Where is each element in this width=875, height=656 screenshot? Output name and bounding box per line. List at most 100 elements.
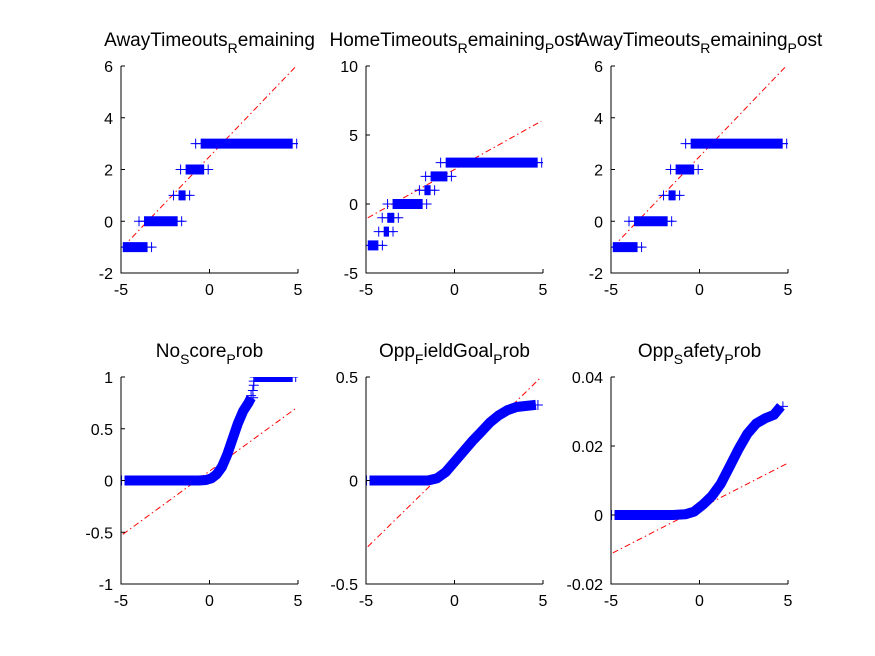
y-tick-label: 4 — [594, 111, 603, 128]
qq-point — [446, 171, 457, 182]
y-tick-label: 6 — [104, 59, 113, 76]
y-tick-label: 0 — [104, 214, 113, 231]
y-tick-label: -1 — [99, 577, 113, 594]
y-tick-label: 1 — [104, 370, 113, 387]
qq-point — [674, 190, 685, 201]
axes-title: AwayTimeoutsRemaining — [104, 30, 315, 56]
y-tick-label: 0.5 — [91, 422, 113, 439]
y-tick-label: -0.5 — [330, 577, 358, 594]
data-layer — [611, 66, 788, 253]
qq-point — [190, 138, 201, 149]
axes-title: NoScoreProb — [156, 341, 263, 367]
x-tick-label: 0 — [695, 282, 704, 299]
y-tick-label: 0 — [594, 508, 603, 525]
qq-point — [532, 399, 543, 410]
qq-point — [377, 240, 388, 251]
qq-point — [421, 199, 432, 209]
y-tick-label: -2 — [589, 266, 603, 283]
qq-point — [168, 190, 179, 201]
qq-point — [429, 185, 440, 196]
x-tick-label: -5 — [114, 593, 128, 610]
axes-layer: -5 0 5 -2 0 2 4 6 AwayTimeoutsRemaining -5 0 5 -5 0 5 1… — [85, 30, 823, 610]
qq-point — [781, 138, 788, 149]
y-tick-label: 2 — [594, 163, 603, 180]
x-tick-label: 5 — [539, 593, 548, 610]
x-tick-label: 5 — [294, 593, 303, 610]
y-tick-label: 10 — [340, 59, 358, 76]
qq-point — [176, 216, 187, 227]
x-tick-label: -5 — [604, 282, 618, 299]
qq-point — [134, 216, 145, 227]
y-tick-label: 0 — [349, 197, 358, 214]
axes-3: -5 0 5 -2 0 2 4 6 AwayTimeoutsRemainingPost — [577, 30, 823, 299]
x-tick-label: 5 — [784, 593, 793, 610]
x-tick-label: 0 — [205, 282, 214, 299]
qq-point — [665, 164, 676, 175]
qq-point — [636, 242, 647, 253]
qq-curve-band — [124, 395, 256, 486]
x-tick-label: -5 — [359, 282, 373, 299]
reference-line — [367, 120, 542, 219]
qq-point — [624, 216, 635, 227]
y-tick-label: -0.5 — [85, 525, 113, 542]
axes-title: HomeTimeoutsRemainingPost — [329, 30, 580, 56]
y-tick-label: 0 — [349, 474, 358, 491]
qq-point — [693, 164, 704, 175]
x-tick-label: 0 — [695, 593, 704, 610]
qq-point — [393, 212, 404, 223]
axes-4: -5 0 5 -1 -0.5 0 0.5 1 NoScoreProb — [85, 341, 302, 610]
y-tick-label: 4 — [104, 111, 113, 128]
data-layer — [121, 66, 298, 253]
qq-point — [246, 390, 257, 401]
axes-6: -5 0 5 -0.02 0 0.02 0.04 OppSafetyProb — [567, 341, 793, 610]
x-tick-label: 5 — [784, 282, 793, 299]
y-tick-label: 0.04 — [572, 370, 603, 387]
qq-point — [247, 385, 258, 396]
axes-2: -5 0 5 -5 0 5 10 HomeTimeoutsRemainingPost — [329, 30, 580, 299]
y-tick-label: 0.5 — [336, 370, 358, 387]
qq-point — [290, 377, 298, 382]
x-tick-label: 0 — [450, 282, 459, 299]
qq-curve-band — [614, 403, 785, 520]
y-tick-label: 0 — [104, 474, 113, 491]
y-tick-label: -5 — [344, 266, 358, 283]
y-tick-label: 2 — [104, 163, 113, 180]
qq-point — [388, 226, 399, 237]
y-tick-label: 0 — [594, 214, 603, 231]
qq-point — [203, 164, 214, 175]
axes-5: -5 0 5 -0.5 0 0.5 OppFieldGoalProb — [330, 341, 547, 610]
qq-point — [435, 157, 446, 168]
qq-point — [414, 185, 425, 196]
qq-point — [658, 190, 669, 201]
qq-point — [377, 212, 388, 223]
qq-point — [666, 216, 677, 227]
qq-point — [420, 171, 431, 182]
axes-1: -5 0 5 -2 0 2 4 6 AwayTimeoutsRemaining — [99, 30, 315, 299]
qq-step-band — [254, 377, 293, 382]
y-tick-label: -2 — [99, 266, 113, 283]
data-layer — [366, 120, 543, 251]
y-tick-label: 6 — [594, 59, 603, 76]
qq-point — [680, 138, 691, 149]
qq-point — [373, 226, 384, 237]
x-tick-label: -5 — [604, 593, 618, 610]
y-tick-label: 5 — [349, 128, 358, 145]
x-tick-label: 5 — [539, 282, 548, 299]
x-tick-label: -5 — [114, 282, 128, 299]
y-tick-label: 0.02 — [572, 439, 603, 456]
x-tick-label: 0 — [450, 593, 459, 610]
axes-title: AwayTimeoutsRemainingPost — [577, 30, 823, 56]
qq-point — [777, 401, 788, 412]
qq-point — [291, 138, 298, 149]
qq-curve-band — [369, 399, 537, 486]
axes-title: OppSafetyProb — [638, 341, 761, 367]
qq-point — [382, 199, 393, 209]
axes-title: OppFieldGoalProb — [379, 341, 530, 367]
qq-point — [146, 242, 157, 253]
x-tick-label: -5 — [359, 593, 373, 610]
x-tick-label: 0 — [205, 593, 214, 610]
x-tick-label: 5 — [294, 282, 303, 299]
qq-point — [175, 164, 186, 175]
